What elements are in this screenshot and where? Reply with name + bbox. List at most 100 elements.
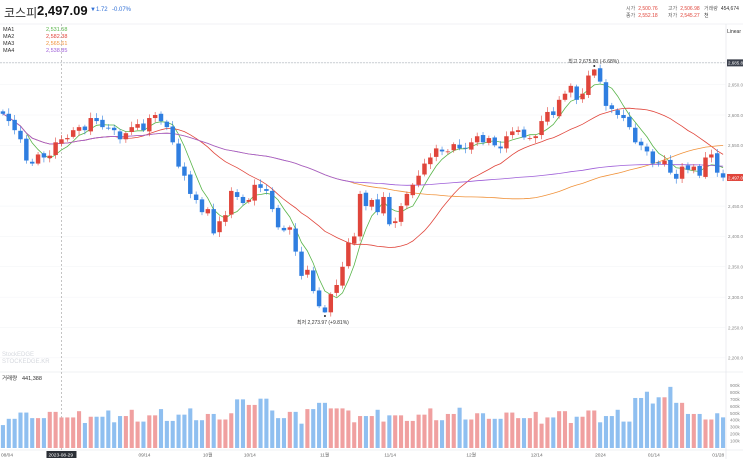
stat-close: 종가 2,552.18 — [626, 13, 658, 19]
price-tick-label: 2,350.00 — [728, 265, 743, 270]
candle-body — [714, 153, 720, 173]
volume-legend-value: 441,388 — [22, 376, 42, 382]
candle-body — [94, 118, 99, 122]
candle-body — [152, 115, 158, 119]
volume-bar — [574, 416, 579, 448]
candle-body — [662, 160, 667, 165]
ma-legend-item-2[interactable]: MA2 2,582.38 — [3, 34, 68, 40]
candle-body — [182, 166, 187, 176]
volume-bar — [117, 416, 123, 448]
candle-body — [123, 133, 129, 140]
volume-bar — [463, 419, 468, 448]
volume-bar — [205, 413, 210, 448]
volume-bar — [223, 419, 228, 448]
volume-bar — [580, 416, 585, 448]
candle-body — [556, 99, 562, 117]
candle-body — [322, 307, 328, 313]
candle-body — [363, 192, 369, 207]
watermark: StockEDGE STOCKEDGE.KR — [2, 352, 50, 365]
candle-body — [709, 154, 714, 158]
candle-body — [644, 146, 650, 152]
volume-bar — [674, 402, 679, 448]
volume-bar — [685, 413, 690, 448]
candle-body — [603, 82, 609, 106]
candle-body — [100, 119, 105, 128]
candle-body — [674, 173, 679, 179]
volume-tick-label: 500k — [730, 411, 741, 416]
volume-tick-label: 300k — [730, 425, 741, 430]
volume-bar — [434, 420, 439, 448]
volume-bar — [387, 415, 392, 448]
volume-bar — [650, 403, 655, 448]
candle-body — [515, 130, 521, 132]
current-price: 2,497.09 — [37, 3, 88, 18]
volume-bar — [363, 416, 368, 448]
price-tick-label: 2,497.09 — [728, 175, 743, 180]
scale-mode-label[interactable]: Linear — [727, 29, 741, 35]
volume-bar — [322, 402, 327, 448]
candle-body — [474, 136, 480, 143]
candle-body — [316, 290, 322, 307]
x-axis-label: 12월 — [466, 452, 476, 459]
volume-bar — [188, 408, 193, 448]
volume-bar — [112, 422, 117, 448]
volume-bar — [252, 404, 257, 448]
candle-body — [621, 115, 626, 119]
candle-body — [574, 86, 579, 100]
price-tick-label: 2,250.00 — [728, 325, 743, 330]
volume-bar — [18, 412, 23, 448]
volume-bar — [609, 416, 614, 448]
volume-bar — [428, 408, 433, 448]
candle-body — [246, 200, 252, 202]
candle-body — [416, 175, 421, 185]
candle-body — [234, 192, 240, 197]
candle-body — [480, 135, 486, 143]
ma4-line — [2, 113, 724, 186]
x-axis-label: 12/14 — [531, 453, 543, 459]
volume-bar — [715, 413, 720, 448]
volume-bar — [71, 417, 76, 448]
candle-body — [679, 166, 685, 179]
candle-body — [650, 151, 656, 164]
candle-body — [586, 75, 591, 95]
volume-tick-label: 600k — [730, 404, 741, 409]
volume-bar — [709, 419, 714, 448]
ma-legend-item-4[interactable]: MA4 2,538.85 — [3, 48, 68, 54]
candle-body — [141, 123, 146, 131]
volume-bar — [592, 410, 597, 448]
ma-legend-item-1[interactable]: MA1 2,531.58 — [3, 27, 68, 33]
candle-body — [88, 118, 93, 132]
candle-body — [457, 144, 462, 149]
x-axis-label: 08/04 — [1, 453, 13, 459]
x-axis-label: 2024 — [595, 453, 606, 459]
candle-body — [334, 285, 339, 293]
candle-body — [264, 189, 269, 191]
stat-open: 시가 2,500.76 — [626, 6, 658, 12]
volume-bar — [662, 397, 667, 448]
ma3-line — [2, 113, 724, 200]
x-axis-label: 11월 — [320, 452, 329, 459]
candle-body — [398, 206, 404, 222]
volume-bar — [358, 416, 363, 448]
volume-bar — [211, 413, 216, 448]
low-annotation: 최저 2,273.97 (+9.81%) — [297, 319, 349, 326]
candle-body — [82, 126, 88, 131]
ma-legend-item-3[interactable]: MA3 2,565.61 — [3, 41, 68, 47]
volume-bar — [352, 422, 357, 448]
candle-body — [193, 194, 199, 200]
candle-body — [117, 131, 123, 140]
volume-bar — [229, 413, 234, 448]
volume-bar — [621, 421, 626, 448]
volume-legend-label: 거래량 — [2, 374, 17, 382]
price-tick-label: 2,300.00 — [728, 295, 743, 300]
volume-bar — [328, 408, 333, 448]
candle-body — [47, 155, 52, 159]
volume-bar — [317, 402, 322, 448]
candle-body — [170, 126, 175, 143]
volume-bar — [393, 415, 398, 448]
candle-body — [35, 154, 41, 164]
volume-bar — [334, 408, 339, 448]
volume-bar — [6, 418, 11, 448]
volume-bar — [639, 397, 644, 448]
